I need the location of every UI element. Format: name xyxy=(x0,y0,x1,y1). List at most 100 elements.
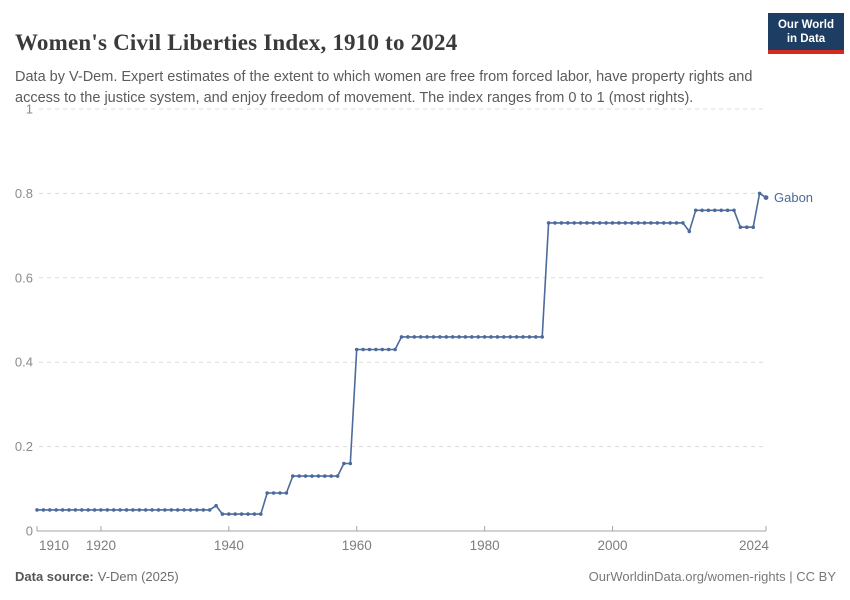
data-point xyxy=(508,335,512,339)
data-point xyxy=(502,335,506,339)
data-point xyxy=(725,208,730,213)
data-point xyxy=(335,474,340,478)
data-point xyxy=(310,474,314,478)
data-point xyxy=(412,335,417,339)
data-point xyxy=(668,221,672,225)
data-point xyxy=(674,221,679,225)
data-point xyxy=(227,512,231,516)
data-point xyxy=(700,208,704,213)
y-axis-tick-label: 0.8 xyxy=(15,186,33,201)
data-point xyxy=(527,335,532,339)
data-point xyxy=(482,335,487,339)
data-point xyxy=(763,195,769,201)
data-point xyxy=(131,508,135,512)
series-label-gabon[interactable]: Gabon xyxy=(774,190,813,205)
data-point xyxy=(476,335,481,339)
data-point xyxy=(757,191,762,196)
data-point xyxy=(278,491,282,495)
data-point xyxy=(246,512,250,516)
data-point xyxy=(48,508,52,512)
gabon-line[interactable] xyxy=(36,192,767,515)
data-point xyxy=(578,221,583,225)
data-point xyxy=(207,508,212,512)
data-point xyxy=(559,221,564,225)
data-point xyxy=(745,225,749,229)
data-source-label: Data source: xyxy=(15,569,94,584)
data-point xyxy=(284,491,289,495)
data-point xyxy=(259,512,263,516)
data-point xyxy=(182,508,186,512)
y-axis-tick-label: 1 xyxy=(26,102,33,117)
data-point xyxy=(201,508,206,512)
owid-logo[interactable]: Our World in Data xyxy=(768,13,844,54)
data-point xyxy=(361,347,365,352)
data-point xyxy=(655,221,660,225)
data-point xyxy=(163,508,167,512)
data-point xyxy=(591,221,596,225)
owid-logo-line2: in Data xyxy=(786,33,826,45)
data-point xyxy=(380,347,385,352)
data-point xyxy=(233,512,237,516)
line-chart[interactable]: 0 0.2 0.4 0.6 0.8 1 1910 1920 1940 1960 1980 2000 20… xyxy=(0,0,850,565)
data-point xyxy=(553,221,557,225)
rights-link[interactable]: OurWorldinData.org/women-rights | CC BY xyxy=(588,569,836,584)
data-point xyxy=(323,474,327,478)
data-point xyxy=(316,474,321,478)
data-point xyxy=(329,474,334,478)
data-point xyxy=(406,335,410,339)
data-point xyxy=(118,508,122,512)
data-point xyxy=(642,221,647,225)
data-point xyxy=(374,347,378,352)
data-point xyxy=(367,347,372,352)
data-point xyxy=(495,335,500,339)
data-point xyxy=(271,491,276,495)
data-point xyxy=(239,512,244,516)
data-point xyxy=(713,208,717,213)
data-point xyxy=(67,508,71,512)
data-point xyxy=(195,508,199,512)
data-point xyxy=(143,508,148,512)
data-point xyxy=(444,335,449,339)
data-point xyxy=(661,221,666,225)
data-point xyxy=(399,335,404,339)
data-point xyxy=(463,335,468,339)
data-point xyxy=(425,335,429,339)
data-point xyxy=(418,335,423,339)
data-point xyxy=(693,208,698,213)
x-axis-tick-label: 1910 xyxy=(39,538,69,553)
data-point xyxy=(220,512,225,516)
page-title: Women's Civil Liberties Index, 1910 to 2… xyxy=(15,30,458,56)
data-point xyxy=(572,221,576,225)
data-point xyxy=(566,221,570,225)
data-point xyxy=(623,221,628,225)
data-point xyxy=(111,508,116,512)
data-point xyxy=(169,508,174,512)
data-point xyxy=(514,335,519,339)
data-point xyxy=(585,221,589,225)
data-point xyxy=(92,508,97,512)
data-point xyxy=(252,512,257,516)
data-point xyxy=(156,508,161,512)
data-point xyxy=(35,508,39,512)
data-point xyxy=(348,461,353,466)
data-point xyxy=(636,221,640,225)
data-point xyxy=(450,335,455,339)
y-axis-tick-label: 0.6 xyxy=(15,270,33,285)
x-axis-tick-label: 1920 xyxy=(86,538,116,553)
data-point xyxy=(546,221,551,225)
y-axis-tick-label: 0.2 xyxy=(15,439,33,454)
data-point xyxy=(86,508,90,512)
data-point xyxy=(214,503,218,508)
data-point xyxy=(597,221,602,225)
data-point xyxy=(150,508,154,512)
data-point xyxy=(41,508,46,512)
data-point xyxy=(604,221,608,225)
data-point xyxy=(534,335,538,339)
data-point xyxy=(751,225,755,229)
data-point xyxy=(105,508,110,512)
data-point xyxy=(457,335,461,339)
x-axis-tick-label: 1980 xyxy=(470,538,500,553)
data-point xyxy=(54,508,58,512)
data-point xyxy=(521,335,525,339)
